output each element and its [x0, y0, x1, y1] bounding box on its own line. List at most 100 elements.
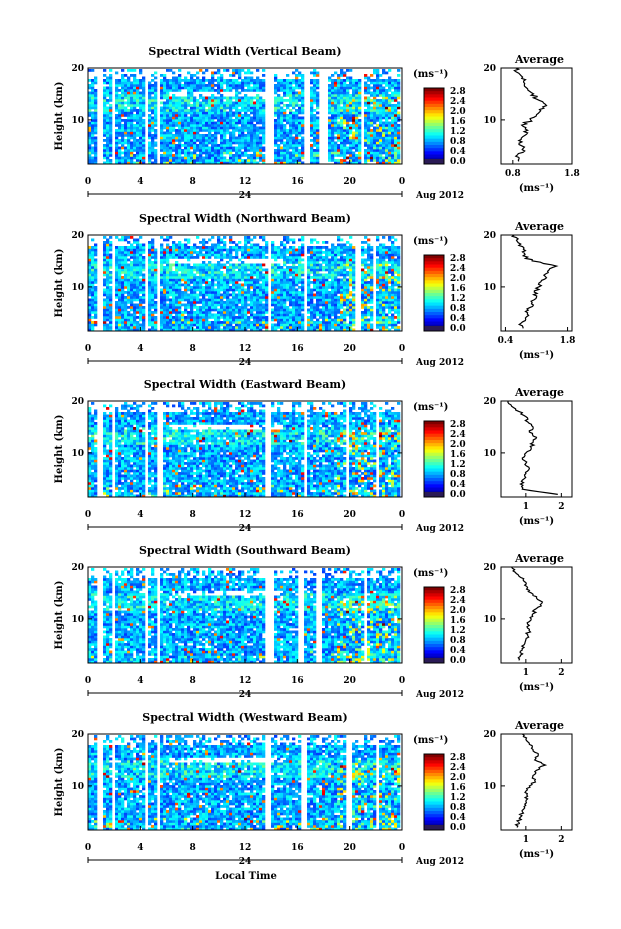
heatmap-cell [115, 104, 119, 107]
heatmap-cell [223, 286, 227, 289]
heatmap-cell [94, 131, 98, 135]
heatmap-cell [190, 313, 194, 317]
heatmap-cell [175, 323, 179, 327]
heatmap-cell [220, 99, 224, 102]
heatmap-cell [277, 276, 281, 279]
heatmap-cell [235, 301, 239, 304]
heatmap-cell [205, 283, 209, 287]
heatmap-cell [127, 301, 131, 304]
colorbar-tick-label: 2.0 [450, 107, 466, 117]
heatmap-cell [253, 156, 257, 160]
heatmap-cell [232, 281, 236, 284]
heatmap-cell [319, 308, 323, 312]
heatmap-cell [124, 124, 128, 127]
heatmap-cell [115, 311, 119, 314]
heatmap-cell [346, 278, 350, 282]
heatmap-cell [271, 313, 275, 317]
heatmap-cell [88, 281, 92, 284]
heatmap-cell [103, 91, 107, 95]
heatmap-cell [397, 91, 401, 95]
heatmap-cell [391, 313, 395, 317]
heatmap-cell [319, 316, 323, 319]
heatmap-cell [262, 321, 266, 324]
heatmap-cell [115, 328, 119, 332]
heatmap-cell [379, 313, 383, 317]
heatmap-cell [118, 278, 122, 282]
heatmap-cell [394, 106, 398, 110]
heatmap-cell [166, 281, 170, 284]
heatmap-cell [373, 79, 377, 82]
heatmap-cell [388, 114, 392, 117]
heatmap-cell [361, 278, 365, 282]
heatmap-cell [370, 116, 374, 120]
heatmap-cell [370, 298, 374, 302]
heatmap-cell [211, 156, 215, 160]
heatmap-cell [187, 286, 191, 289]
heatmap-cell [259, 328, 263, 332]
heatmap-cell [91, 306, 95, 309]
heatmap-cell [130, 126, 134, 130]
heatmap-cell [379, 81, 383, 85]
heatmap-cell [118, 151, 122, 155]
heatmap-cell [379, 131, 383, 135]
heatmap-cell [391, 106, 395, 110]
heatmap-cell [199, 316, 203, 319]
heatmap-cell [172, 109, 176, 112]
heatmap-cell [262, 131, 266, 135]
heatmap-cell [91, 286, 95, 289]
heatmap-cell [301, 119, 305, 122]
heatmap-cell [256, 136, 260, 140]
heatmap-cell [235, 69, 239, 72]
heatmap-cell [178, 316, 182, 319]
colorbar-swatch [424, 148, 444, 152]
heatmap-cell [391, 283, 395, 287]
heatmap-cell [151, 109, 155, 112]
heatmap-cell [172, 154, 176, 157]
heatmap-cell [106, 271, 110, 274]
heatmap-cell [202, 278, 206, 282]
heatmap-cell [190, 79, 194, 82]
heatmap-cell [250, 144, 254, 147]
heatmap-cell [280, 129, 284, 132]
heatmap-cell [343, 119, 347, 122]
heatmap-cell [334, 111, 338, 115]
heatmap-cell [235, 273, 239, 277]
heatmap-cell [343, 141, 347, 145]
heatmap-cell [382, 156, 386, 160]
heatmap-cell [310, 276, 314, 279]
heatmap-cell [295, 121, 299, 125]
heatmap-cell [166, 291, 170, 294]
heatmap-cell [370, 124, 374, 127]
heatmap-cell [91, 121, 95, 125]
heatmap-cell [364, 91, 368, 95]
heatmap-cell [229, 81, 233, 85]
heatmap-cell [328, 86, 332, 90]
heatmap-cell [178, 106, 182, 110]
heatmap-cell [178, 301, 182, 304]
heatmap-cell [160, 121, 164, 125]
heatmap-cell [118, 301, 122, 304]
heatmap-cell [307, 288, 311, 292]
heatmap-cell [199, 116, 203, 120]
heatmap-cell [322, 303, 326, 307]
heatmap-cell [388, 129, 392, 132]
heatmap-cell [313, 141, 317, 145]
heatmap-cell [217, 121, 221, 125]
heatmap-cell [316, 301, 320, 304]
heatmap-cell [274, 326, 278, 329]
heatmap-cell [298, 144, 302, 147]
heatmap-cell [343, 276, 347, 279]
heatmap-cell [241, 101, 245, 105]
heatmap-cell [247, 116, 251, 120]
heatmap-cell [382, 71, 386, 75]
heatmap-cell [88, 114, 92, 117]
heatmap-cell [238, 278, 242, 282]
heatmap-cell [337, 116, 341, 120]
heatmap-cell [115, 141, 119, 145]
heatmap-cell [391, 308, 395, 312]
heatmap-cell [127, 151, 131, 155]
heatmap-cell [181, 129, 185, 132]
heatmap-cell [118, 126, 122, 130]
heatmap-cell [316, 283, 320, 287]
heatmap-cell [127, 283, 131, 287]
